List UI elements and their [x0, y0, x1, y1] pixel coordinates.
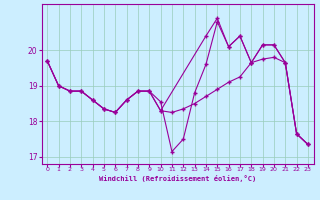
- X-axis label: Windchill (Refroidissement éolien,°C): Windchill (Refroidissement éolien,°C): [99, 175, 256, 182]
- Text: 21: 21: [12, 0, 21, 2]
